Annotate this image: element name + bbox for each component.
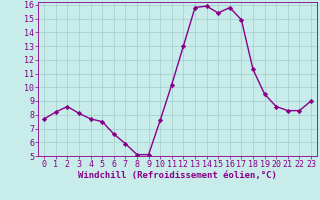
X-axis label: Windchill (Refroidissement éolien,°C): Windchill (Refroidissement éolien,°C) bbox=[78, 171, 277, 180]
